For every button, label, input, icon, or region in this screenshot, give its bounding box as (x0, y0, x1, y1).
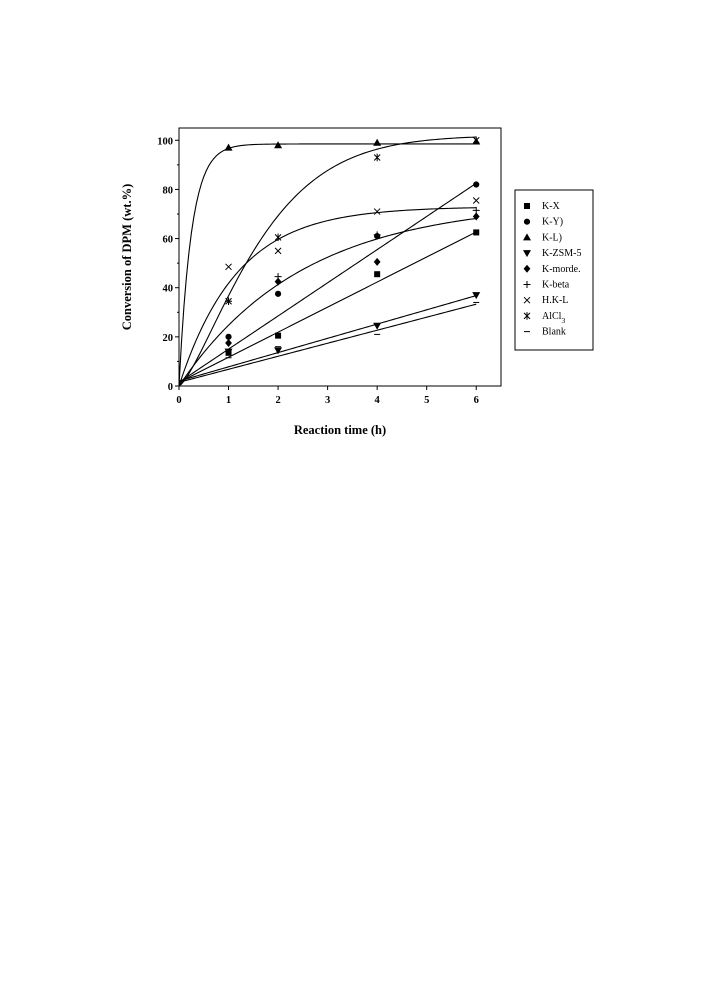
x-tick-label: 3 (325, 395, 330, 406)
data-markers (224, 136, 481, 359)
fit-curve (178, 303, 477, 383)
data-point-cross (225, 263, 232, 271)
plot-area: 0 1 2 3 4 5 6 0 20 40 60 80 100 Reaction time (h) C… (120, 127, 502, 437)
data-point-asterisk (472, 136, 480, 145)
data-point-triangle-up (373, 138, 382, 146)
data-point-asterisk (373, 153, 381, 162)
data-point-plus (274, 273, 282, 281)
data-point-plus (472, 206, 480, 214)
fit-curve (178, 182, 477, 383)
y-tick-label: 100 (157, 136, 173, 147)
fit-curves (178, 136, 477, 387)
legend-marker-square (524, 203, 530, 209)
x-tick-label: 6 (474, 395, 479, 406)
data-point-diamond (274, 277, 282, 286)
data-point-square (473, 229, 480, 236)
data-point-asterisk (225, 297, 232, 306)
legend-label: K-beta (542, 280, 570, 291)
legend-label: H.K-L (542, 295, 568, 306)
data-point-cross (373, 208, 381, 215)
legend-label: K-L) (542, 232, 562, 243)
fit-curve (178, 136, 477, 387)
legend-marker-cross (523, 296, 531, 304)
plot-frame (178, 127, 502, 387)
legend-label: K-ZSM-5 (542, 248, 581, 259)
data-point-triangle-up (224, 143, 233, 151)
data-point-circle (473, 181, 480, 188)
legend-marker-plus (523, 281, 531, 288)
fit-curve (178, 217, 477, 387)
y-tick-label: 0 (168, 382, 173, 393)
data-point-plus (373, 231, 381, 239)
fit-curve (178, 231, 477, 383)
legend-label: K-Y) (542, 217, 563, 228)
data-point-triangle-down (274, 347, 283, 355)
x-tick-label: 5 (424, 395, 429, 406)
data-point-diamond (225, 339, 232, 347)
data-point-triangle-down (373, 322, 382, 330)
data-point-cross (472, 197, 480, 204)
data-point-triangle-down (224, 348, 233, 356)
x-tick-label: 2 (275, 395, 280, 406)
data-point-circle (225, 333, 232, 340)
data-point-triangle-up (274, 141, 283, 149)
legend: K-X K-Y) K-L) K-ZSM-5 K-morde. K-beta H.K-L AlC… (514, 189, 594, 351)
data-point-diamond (373, 257, 381, 266)
legend-label: AlCl3 (542, 311, 565, 325)
y-tick-label: 40 (163, 284, 174, 295)
legend-marker-diamond (523, 264, 531, 273)
legend-marker-circle (523, 218, 531, 225)
data-point-asterisk (274, 233, 282, 242)
legend-marker-triangle-down (523, 250, 531, 258)
x-axis-ticks: 0 1 2 3 4 5 6 (176, 386, 479, 406)
data-point-diamond (472, 212, 480, 221)
y-tick-label: 80 (163, 185, 174, 196)
data-point-cross (274, 247, 282, 255)
x-tick-label: 0 (176, 395, 181, 406)
legend-items: K-X K-Y) K-L) K-ZSM-5 K-morde. K-beta H.K-L AlC… (523, 201, 581, 338)
y-tick-label: 20 (163, 333, 174, 344)
data-point-square (275, 332, 282, 339)
x-tick-label: 4 (375, 395, 381, 406)
data-point-triangle-down (472, 292, 481, 300)
legend-label: Blank (542, 327, 566, 338)
legend-label: K-morde. (542, 264, 581, 275)
data-point-square (374, 271, 381, 278)
fit-curve (178, 207, 477, 387)
legend-marker-triangle-up (523, 233, 531, 241)
x-axis-title: Reaction time (h) (294, 423, 386, 437)
x-tick-label: 1 (226, 395, 231, 406)
y-tick-label: 60 (163, 235, 174, 246)
data-point-circle (274, 290, 282, 297)
y-axis-ticks: 0 20 40 60 80 100 (157, 136, 179, 393)
legend-label: K-X (542, 201, 561, 212)
y-axis-title: Conversion of DPM (wt.%) (120, 184, 134, 331)
legend-marker-asterisk (523, 312, 531, 320)
fit-curve (178, 143, 477, 387)
legend-box (514, 189, 594, 351)
fit-curve (178, 295, 477, 382)
